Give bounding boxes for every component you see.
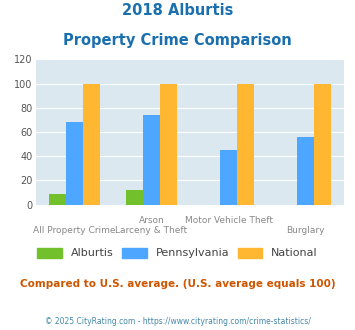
Text: All Property Crime: All Property Crime [33, 226, 115, 235]
Text: Property Crime Comparison: Property Crime Comparison [63, 33, 292, 48]
Text: 2018 Alburtis: 2018 Alburtis [122, 3, 233, 18]
Bar [143, 115, 160, 205]
Bar [126, 190, 143, 205]
Bar [160, 83, 177, 205]
Bar [314, 83, 331, 205]
Text: Motor Vehicle Theft: Motor Vehicle Theft [185, 216, 273, 225]
Bar [49, 194, 66, 205]
Legend: Alburtis, Pennsylvania, National: Alburtis, Pennsylvania, National [33, 243, 322, 263]
Bar [237, 83, 254, 205]
Text: Compared to U.S. average. (U.S. average equals 100): Compared to U.S. average. (U.S. average … [20, 279, 335, 289]
Text: © 2025 CityRating.com - https://www.cityrating.com/crime-statistics/: © 2025 CityRating.com - https://www.city… [45, 317, 310, 326]
Text: Larceny & Theft: Larceny & Theft [115, 226, 187, 235]
Bar [66, 122, 83, 205]
Text: Arson: Arson [138, 216, 164, 225]
Bar [220, 150, 237, 205]
Bar [83, 83, 100, 205]
Bar [297, 137, 314, 205]
Text: Burglary: Burglary [286, 226, 325, 235]
